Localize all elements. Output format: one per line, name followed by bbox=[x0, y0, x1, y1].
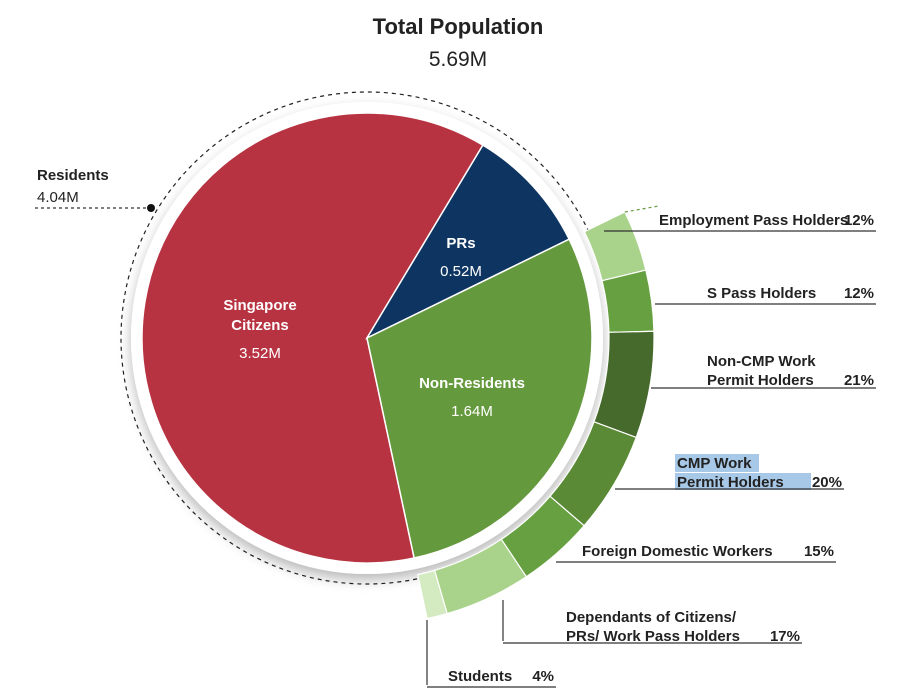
non-resident-breakdown-ring bbox=[417, 205, 659, 620]
non-cmp-work-permit-label: Non-CMP Work bbox=[707, 353, 816, 370]
cmp-work-permit-label: CMP Work bbox=[677, 455, 752, 472]
non-cmp-work-permit-percent: 21% bbox=[844, 372, 874, 389]
employment-pass-label: Employment Pass Holders bbox=[659, 212, 848, 229]
residents-value: 4.04M bbox=[37, 189, 79, 206]
chart-title: Total Population bbox=[373, 14, 544, 39]
employment-pass-percent: 12% bbox=[844, 212, 874, 229]
s-pass-label: S Pass Holders bbox=[707, 285, 816, 302]
slice-label-prs: PRs bbox=[446, 235, 475, 252]
ring-segment-1 bbox=[583, 211, 647, 282]
ring-segment-2 bbox=[601, 269, 655, 333]
s-pass-percent: 12% bbox=[844, 285, 874, 302]
ring-dashed-edge bbox=[624, 205, 659, 213]
foreign-domestic-workers-label: Foreign Domestic Workers bbox=[582, 543, 773, 560]
pie-slice-citizens bbox=[141, 112, 484, 564]
foreign-domestic-workers-percent: 15% bbox=[804, 543, 834, 560]
pie-slice-prs bbox=[365, 144, 571, 340]
label-highlight-2 bbox=[675, 473, 811, 490]
non-cmp-work-permit-label: Permit Holders bbox=[707, 372, 814, 389]
residents-leader-dot bbox=[147, 204, 155, 212]
cmp-work-permit-percent: 20% bbox=[812, 474, 842, 491]
inner-pie: Singapore Citizens 3.52M PRs 0.52M Non-Reside… bbox=[141, 112, 593, 564]
cmp-work-permit-label: Permit Holders bbox=[677, 474, 784, 491]
dependants-label: PRs/ Work Pass Holders bbox=[566, 628, 740, 645]
students-percent: 4% bbox=[532, 668, 554, 685]
slice-label-non-residents: Non-Residents bbox=[419, 375, 525, 392]
chart-subtitle: 5.69M bbox=[429, 48, 487, 71]
slice-value-prs: 0.52M bbox=[440, 263, 482, 280]
residents-label: Residents bbox=[37, 167, 109, 184]
label-highlight-1 bbox=[675, 454, 759, 472]
slice-value-citizens: 3.52M bbox=[239, 345, 281, 362]
slice-value-non-residents: 1.64M bbox=[451, 403, 493, 420]
slice-label-citizens: Citizens bbox=[231, 317, 289, 334]
dependants-percent: 17% bbox=[770, 628, 800, 645]
ring-segment-7 bbox=[417, 569, 448, 620]
dependants-label: Dependants of Citizens/ bbox=[566, 609, 737, 626]
slice-label-citizens: Singapore bbox=[223, 297, 296, 314]
ring-segment-3 bbox=[593, 330, 655, 439]
pie-slice-non-residents bbox=[366, 238, 593, 559]
students-label: Students bbox=[448, 668, 512, 685]
